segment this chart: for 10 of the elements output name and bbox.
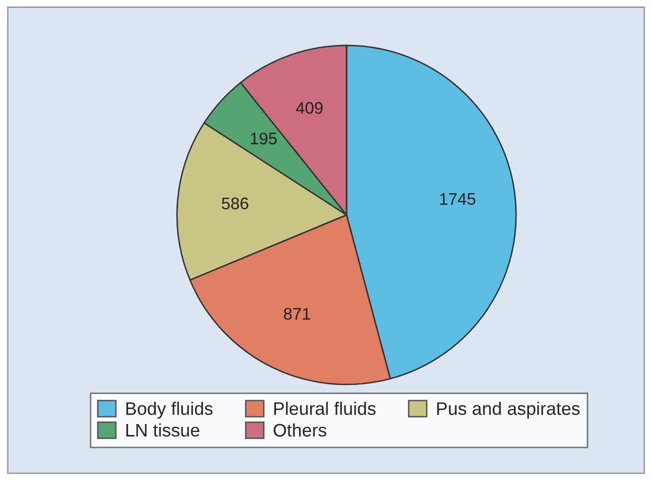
legend-label: LN tissue bbox=[126, 423, 200, 437]
data-label: 871 bbox=[284, 308, 310, 320]
legend-label: Body fluids bbox=[126, 402, 213, 419]
data-label: 409 bbox=[296, 102, 323, 114]
legend-label: Others bbox=[274, 423, 326, 437]
data-label: 195 bbox=[250, 132, 277, 144]
legend-label: Pleural fluids bbox=[274, 402, 376, 415]
data-label: 1745 bbox=[440, 193, 476, 205]
legend-label: Pus and aspirates bbox=[437, 402, 580, 419]
data-label: 586 bbox=[222, 198, 248, 210]
